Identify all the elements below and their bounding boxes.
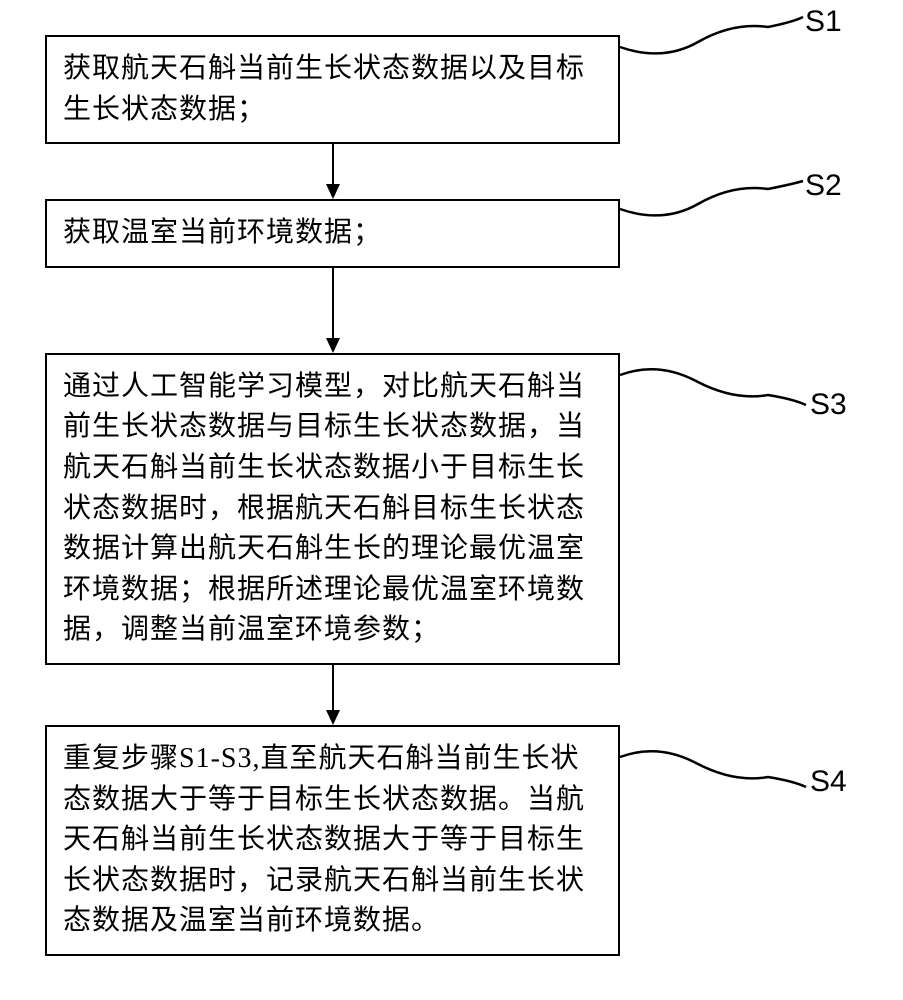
step-s1-text: 获取航天石斛当前生长状态数据以及目标生长状态数据； xyxy=(63,53,585,125)
step-s2-label: S2 xyxy=(805,169,842,203)
step-s1-box: 获取航天石斛当前生长状态数据以及目标生长状态数据； xyxy=(45,35,620,144)
arrow-s1-s2 xyxy=(45,144,620,199)
step-s4-box: 重复步骤S1-S3,直至航天石斛当前生长状态数据大于等于目标生长状态数据。当航天… xyxy=(45,725,620,956)
step-s2-text: 获取温室当前环境数据； xyxy=(63,217,382,248)
flowchart-root: 获取航天石斛当前生长状态数据以及目标生长状态数据； S1 获取温室当前环境数据；… xyxy=(45,35,855,956)
step-s3-box: 通过人工智能学习模型，对比航天石斛当前生长状态数据与目标生长状态数据，当航天石斛… xyxy=(45,353,620,665)
arrow-s3-s4 xyxy=(45,665,620,725)
step-s2-box: 获取温室当前环境数据； xyxy=(45,199,620,268)
step-s2: 获取温室当前环境数据； S2 xyxy=(45,199,855,268)
arrow-s2-s3 xyxy=(45,268,620,353)
step-s1-label: S1 xyxy=(805,5,842,39)
step-s4-text: 重复步骤S1-S3,直至航天石斛当前生长状态数据大于等于目标生长状态数据。当航天… xyxy=(63,743,585,936)
step-s3: 通过人工智能学习模型，对比航天石斛当前生长状态数据与目标生长状态数据，当航天石斛… xyxy=(45,353,855,665)
step-s3-label: S3 xyxy=(810,388,847,422)
step-s4: 重复步骤S1-S3,直至航天石斛当前生长状态数据大于等于目标生长状态数据。当航天… xyxy=(45,725,855,956)
step-s3-text: 通过人工智能学习模型，对比航天石斛当前生长状态数据与目标生长状态数据，当航天石斛… xyxy=(63,371,585,646)
step-s1: 获取航天石斛当前生长状态数据以及目标生长状态数据； S1 xyxy=(45,35,855,144)
step-s4-label: S4 xyxy=(810,765,847,799)
